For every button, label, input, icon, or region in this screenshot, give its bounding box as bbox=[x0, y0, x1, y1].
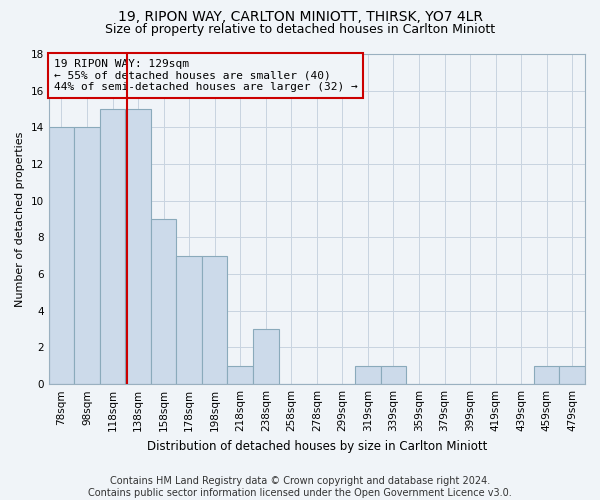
Text: Contains HM Land Registry data © Crown copyright and database right 2024.
Contai: Contains HM Land Registry data © Crown c… bbox=[88, 476, 512, 498]
X-axis label: Distribution of detached houses by size in Carlton Miniott: Distribution of detached houses by size … bbox=[146, 440, 487, 452]
Bar bbox=[253, 329, 278, 384]
Bar bbox=[49, 128, 74, 384]
Bar bbox=[202, 256, 227, 384]
Bar bbox=[355, 366, 380, 384]
Bar bbox=[100, 109, 125, 384]
Bar bbox=[227, 366, 253, 384]
Text: 19, RIPON WAY, CARLTON MINIOTT, THIRSK, YO7 4LR: 19, RIPON WAY, CARLTON MINIOTT, THIRSK, … bbox=[118, 10, 482, 24]
Bar bbox=[125, 109, 151, 384]
Bar bbox=[151, 219, 176, 384]
Text: 19 RIPON WAY: 129sqm
← 55% of detached houses are smaller (40)
44% of semi-detac: 19 RIPON WAY: 129sqm ← 55% of detached h… bbox=[54, 59, 358, 92]
Bar bbox=[559, 366, 585, 384]
Text: Size of property relative to detached houses in Carlton Miniott: Size of property relative to detached ho… bbox=[105, 22, 495, 36]
Bar bbox=[74, 128, 100, 384]
Bar bbox=[176, 256, 202, 384]
Y-axis label: Number of detached properties: Number of detached properties bbox=[15, 132, 25, 307]
Bar bbox=[534, 366, 559, 384]
Bar bbox=[380, 366, 406, 384]
